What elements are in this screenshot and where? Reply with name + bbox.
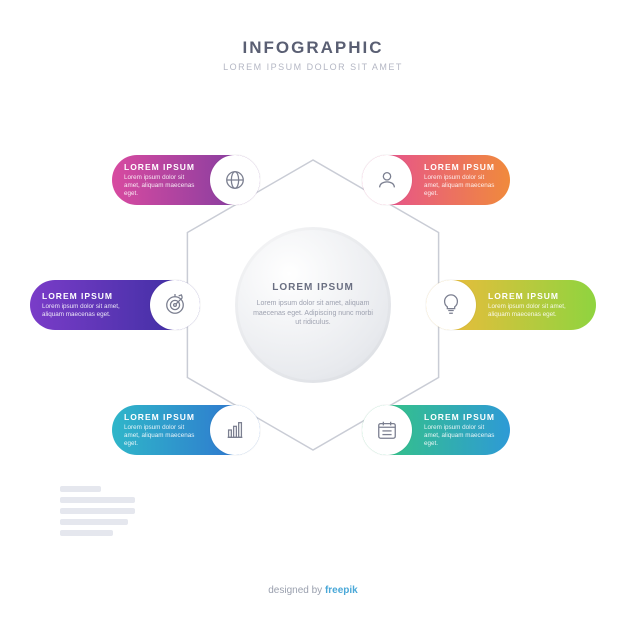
pill-title: LOREM IPSUM xyxy=(124,412,198,422)
pill-bl: LOREM IPSUM Lorem ipsum dolor sit amet, a… xyxy=(112,405,260,455)
page-title: INFOGRAPHIC xyxy=(0,38,626,58)
bulb-icon xyxy=(426,280,476,330)
attribution-prefix: designed by xyxy=(268,585,325,596)
pill-body: Lorem ipsum dolor sit amet, aliquam maec… xyxy=(424,424,498,449)
pill-body: Lorem ipsum dolor sit amet, aliquam maec… xyxy=(124,424,198,449)
pill-text: LOREM IPSUM Lorem ipsum dolor sit amet, a… xyxy=(412,412,510,449)
pill-body: Lorem ipsum dolor sit amet, aliquam maec… xyxy=(488,303,584,319)
page-subtitle: LOREM IPSUM DOLOR SIT AMET xyxy=(0,62,626,72)
header: INFOGRAPHIC LOREM IPSUM DOLOR SIT AMET xyxy=(0,0,626,72)
globe-icon xyxy=(210,155,260,205)
calendar-icon xyxy=(362,405,412,455)
pill-mr: LOREM IPSUM Lorem ipsum dolor sit amet, a… xyxy=(426,280,596,330)
pill-text: LOREM IPSUM Lorem ipsum dolor sit amet, a… xyxy=(30,291,150,319)
legend-placeholder xyxy=(60,486,135,541)
pill-body: Lorem ipsum dolor sit amet, aliquam maec… xyxy=(124,174,198,199)
pill-body: Lorem ipsum dolor sit amet, aliquam maec… xyxy=(42,303,138,319)
pill-title: LOREM IPSUM xyxy=(424,162,498,172)
pill-title: LOREM IPSUM xyxy=(488,291,584,301)
pill-body: Lorem ipsum dolor sit amet, aliquam maec… xyxy=(424,174,498,199)
pill-br: LOREM IPSUM Lorem ipsum dolor sit amet, a… xyxy=(362,405,510,455)
pill-title: LOREM IPSUM xyxy=(42,291,138,301)
bars-icon xyxy=(210,405,260,455)
pill-tr: LOREM IPSUM Lorem ipsum dolor sit amet, a… xyxy=(362,155,510,205)
pill-text: LOREM IPSUM Lorem ipsum dolor sit amet, a… xyxy=(412,162,510,199)
center-title: LOREM IPSUM xyxy=(272,282,354,293)
pill-title: LOREM IPSUM xyxy=(424,412,498,422)
attribution: designed by freepik xyxy=(0,585,626,596)
center-body: Lorem ipsum dolor sit amet, aliquam maec… xyxy=(253,299,373,327)
attribution-brand: freepik xyxy=(325,585,358,596)
pill-tl: LOREM IPSUM Lorem ipsum dolor sit amet, a… xyxy=(112,155,260,205)
pill-ml: LOREM IPSUM Lorem ipsum dolor sit amet, a… xyxy=(30,280,200,330)
pill-text: LOREM IPSUM Lorem ipsum dolor sit amet, a… xyxy=(112,162,210,199)
pill-title: LOREM IPSUM xyxy=(124,162,198,172)
pill-text: LOREM IPSUM Lorem ipsum dolor sit amet, a… xyxy=(112,412,210,449)
center-circle: LOREM IPSUM Lorem ipsum dolor sit amet, … xyxy=(235,227,391,383)
pill-text: LOREM IPSUM Lorem ipsum dolor sit amet, a… xyxy=(476,291,596,319)
user-icon xyxy=(362,155,412,205)
target-icon xyxy=(150,280,200,330)
